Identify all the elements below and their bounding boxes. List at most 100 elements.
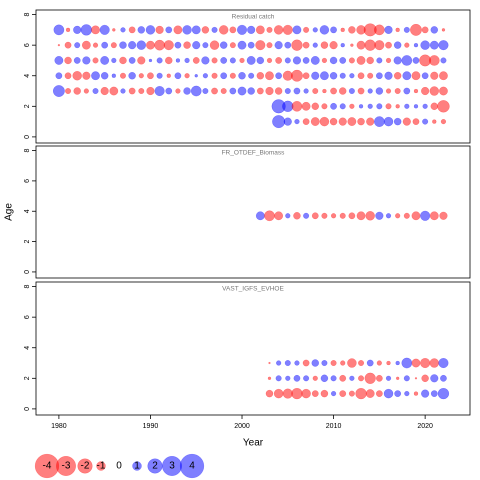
bubble	[147, 72, 154, 80]
bubble	[376, 57, 383, 64]
bubble	[439, 71, 448, 81]
bubble	[421, 26, 429, 34]
bubble	[239, 57, 245, 64]
legend-bubble	[77, 458, 93, 474]
bubble	[202, 73, 209, 79]
bubble	[329, 41, 338, 50]
bubble	[218, 25, 229, 35]
bubble	[364, 372, 376, 384]
bubble	[119, 56, 127, 65]
bubble	[349, 73, 355, 79]
legend-bubble	[132, 461, 142, 471]
bubble	[211, 72, 218, 79]
bubble	[65, 88, 72, 95]
bubble	[421, 389, 430, 398]
bubble	[219, 41, 228, 49]
bubble	[285, 213, 291, 219]
bubble	[366, 359, 374, 367]
bubble	[183, 41, 191, 49]
bubble	[321, 212, 328, 219]
bubble	[348, 88, 355, 95]
legend-label: -4	[43, 461, 52, 472]
bubble	[365, 211, 375, 221]
y-axis-label: Age	[4, 203, 15, 221]
bubble	[220, 72, 228, 80]
bubble	[174, 72, 182, 80]
bubble	[282, 100, 294, 112]
legend-label: 1	[134, 461, 140, 472]
bubble	[350, 43, 354, 47]
bubble	[357, 117, 365, 126]
x-tick-label: 1990	[143, 423, 159, 430]
bubble	[266, 26, 273, 33]
bubble	[166, 73, 171, 78]
bubble	[276, 360, 282, 366]
x-tick-label: 2020	[417, 423, 433, 430]
bubble	[303, 212, 310, 219]
bubble	[100, 71, 109, 80]
bubble	[311, 71, 320, 80]
bubble	[430, 390, 438, 397]
bubble	[73, 25, 82, 34]
bubble	[111, 57, 117, 64]
bubble	[273, 25, 284, 35]
y-tick-label: 0	[24, 135, 31, 139]
bubble	[55, 72, 63, 80]
bubble	[201, 26, 210, 34]
x-tick-label: 2010	[326, 423, 342, 430]
legend-label: -1	[97, 461, 106, 472]
bubble	[275, 57, 283, 64]
bubble	[256, 71, 265, 80]
bubble	[211, 57, 218, 64]
x-tick-label: 1980	[51, 423, 67, 430]
bubble	[255, 25, 265, 35]
bubble	[311, 102, 320, 111]
bubble	[137, 56, 146, 65]
bubble	[410, 23, 422, 36]
bubble	[393, 56, 402, 65]
bubble	[202, 88, 209, 95]
bubble	[430, 26, 439, 34]
bubble	[339, 212, 346, 219]
legend-label: 3	[169, 461, 175, 472]
bubble	[283, 117, 292, 126]
bubble	[375, 72, 383, 80]
bubble	[294, 360, 300, 366]
bubble	[339, 374, 347, 382]
bubble	[272, 115, 286, 129]
bubble	[404, 390, 410, 397]
bubble	[411, 71, 421, 81]
bubble	[348, 26, 356, 34]
bubble	[229, 57, 236, 64]
bubble	[394, 390, 402, 397]
bubble	[138, 73, 144, 79]
bubble	[430, 102, 439, 111]
bubble	[192, 41, 201, 50]
bubble	[267, 376, 272, 381]
bubble	[320, 374, 329, 383]
bubble	[413, 104, 419, 109]
bubble	[291, 39, 303, 51]
bubble	[385, 213, 392, 219]
bubble	[330, 375, 337, 382]
bubble	[119, 72, 127, 79]
bubble	[266, 42, 273, 49]
bubble	[202, 42, 209, 49]
bubble	[192, 57, 200, 64]
bubble	[275, 375, 282, 382]
y-tick-label: 2	[24, 376, 31, 380]
bubble	[154, 85, 165, 97]
bubble	[376, 360, 382, 366]
bubble	[395, 27, 400, 33]
bubble	[330, 360, 337, 367]
y-tick-label: 8	[24, 149, 31, 153]
bubble	[91, 25, 100, 35]
bubble	[173, 25, 183, 35]
bubble	[339, 103, 346, 110]
bubble	[248, 72, 255, 79]
legend-label: -3	[62, 461, 71, 472]
bubble	[338, 87, 347, 95]
bubble	[311, 390, 319, 397]
bubble	[393, 71, 402, 80]
bubble	[175, 88, 181, 94]
